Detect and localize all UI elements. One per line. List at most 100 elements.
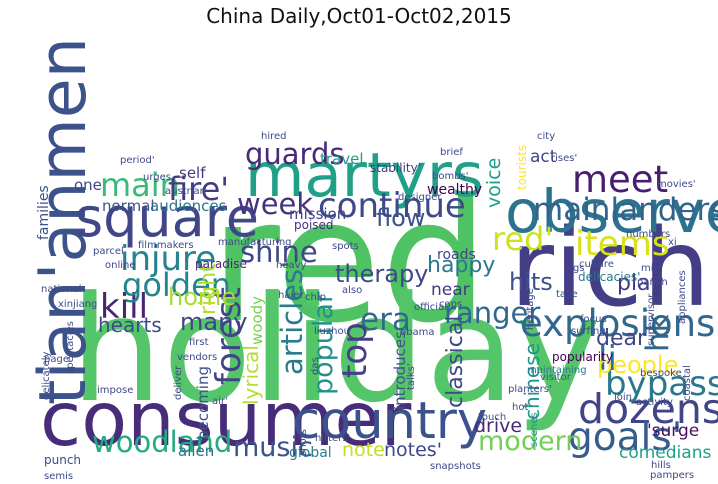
word-1: holiday [70, 265, 602, 435]
word-133: brief [440, 147, 463, 158]
word-21: fire' [168, 170, 229, 208]
word-104: snapshots [430, 461, 481, 472]
word-115: heavy [276, 260, 307, 271]
word-31: top [335, 322, 375, 378]
word-34: modern [478, 426, 582, 457]
word-8: country [292, 392, 487, 451]
word-136: urges [143, 172, 171, 183]
word-7: square [75, 186, 259, 249]
word-62: self [179, 164, 206, 182]
word-83: culture [579, 259, 614, 270]
word-44: play [617, 271, 664, 296]
word-73: tourists [515, 145, 529, 190]
word-16: bypass [605, 364, 718, 404]
word-65: audiences [150, 197, 227, 215]
word-108: obama [400, 327, 434, 338]
word-71: wealthy [427, 182, 482, 198]
word-25: week [237, 187, 313, 221]
word-22: golden [122, 266, 231, 304]
word-33: ranger [444, 296, 540, 330]
word-24: guards [245, 137, 345, 171]
word-5: martyrs [245, 140, 484, 211]
word-116: first [189, 337, 209, 348]
word-66: woody [248, 296, 266, 345]
word-46: right [196, 263, 221, 315]
word-142: semis [44, 471, 73, 482]
word-125: xinjiang [58, 299, 97, 310]
word-69: global [289, 445, 332, 461]
word-27: era [360, 302, 411, 338]
word-52: note [342, 439, 385, 461]
word-99: bespoke [640, 368, 682, 379]
word-35: li [598, 339, 617, 379]
word-51: voice [483, 158, 505, 208]
word-15: kill [100, 287, 148, 327]
word-101: activity [636, 397, 673, 408]
word-4: tian'anmen [26, 37, 101, 405]
word-47: hearts [98, 313, 162, 337]
word-74: paradise [195, 257, 247, 271]
word-78: visitor [540, 372, 572, 383]
word-42: flow [376, 204, 425, 232]
word-122: page [44, 354, 69, 365]
word-37: people [597, 351, 678, 379]
word-10: goals' [568, 415, 682, 460]
word-41: hits [509, 268, 553, 296]
word-36: hk [640, 314, 676, 352]
word-11: explosions [520, 302, 715, 345]
word-43: dear [596, 326, 647, 351]
word-96: numbers [626, 229, 670, 240]
word-120: impose [97, 385, 133, 396]
word-38: home [168, 283, 236, 311]
word-70: roads [437, 247, 476, 263]
word-0: red [210, 163, 489, 361]
word-77: delicacies' [578, 270, 640, 284]
word-117: vendors [177, 352, 217, 363]
word-134: hired [261, 131, 287, 142]
word-30: popular [308, 291, 339, 395]
word-98: coastal [682, 365, 693, 401]
word-55: comedians [619, 443, 711, 463]
word-45: happy [427, 253, 495, 278]
word-3: consumer [40, 375, 411, 463]
word-128: filmmakers [138, 240, 194, 251]
word-64: normal [102, 197, 155, 215]
word-127: parcel [93, 246, 124, 257]
word-84: take [556, 289, 578, 300]
word-59: allen [178, 442, 214, 460]
word-67: introduces [391, 331, 409, 410]
word-63: one [74, 176, 102, 194]
word-131: designer [398, 192, 442, 203]
word-19: red' [492, 220, 553, 258]
word-93: heritage [525, 288, 536, 330]
word-68: becoming [194, 366, 212, 440]
word-109: official [414, 302, 447, 313]
word-113: also [342, 285, 362, 296]
word-80: maintaining [527, 365, 587, 376]
word-118: deliver [173, 365, 184, 400]
word-92: supervisor [646, 293, 657, 346]
word-72: families [36, 185, 52, 240]
word-94: mi [641, 263, 654, 274]
word-75: poised [294, 218, 334, 232]
word-139: rises' [551, 153, 577, 164]
word-28: forest [209, 287, 249, 385]
word-141: punch [44, 453, 81, 467]
word-48: lyrical [239, 345, 263, 405]
word-90: caps [439, 299, 462, 310]
word-137: austrian [165, 186, 206, 197]
word-124: national [41, 284, 82, 295]
word-53: notes' [384, 439, 442, 461]
word-50: chinese [520, 343, 544, 420]
word-103: pampers [650, 470, 694, 481]
word-111: liuzhou [314, 326, 350, 337]
word-107: talks' [406, 363, 417, 390]
word-18: items [575, 224, 670, 264]
word-97: appliances [677, 270, 688, 324]
word-60: mission [289, 205, 346, 223]
word-20: main [100, 166, 180, 204]
word-17: mainlanders [533, 192, 718, 228]
word-86: focus [580, 314, 607, 325]
word-91: panjin [637, 277, 668, 288]
word-54: drive [474, 415, 522, 437]
